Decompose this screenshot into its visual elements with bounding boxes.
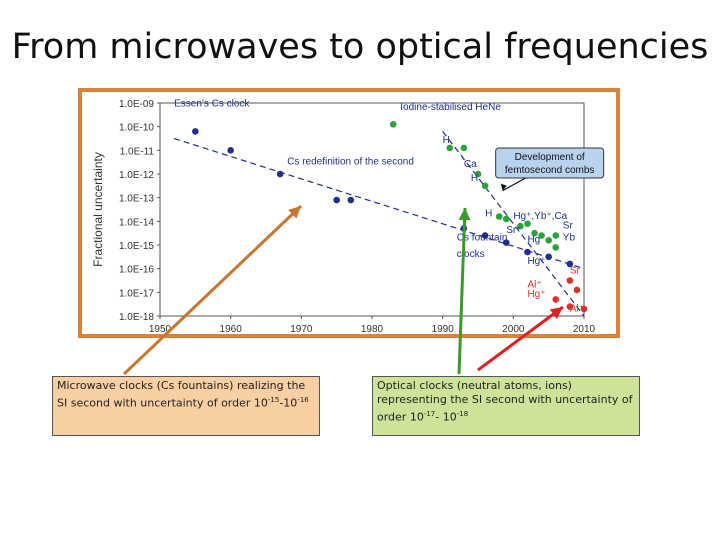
x-tick-label: 1970 bbox=[290, 324, 313, 335]
annotation-label: Hg bbox=[527, 235, 540, 246]
data-point bbox=[227, 147, 234, 154]
data-point bbox=[446, 144, 454, 152]
microwave-exp2: -16 bbox=[297, 396, 309, 404]
optical-exp1: -17 bbox=[423, 410, 436, 418]
data-point bbox=[276, 170, 284, 178]
x-tick-label: 1980 bbox=[361, 324, 384, 335]
y-axis-label: Fractional uncertainty bbox=[91, 152, 105, 267]
data-point bbox=[502, 215, 510, 223]
data-point bbox=[552, 244, 560, 251]
trend-line bbox=[173, 137, 585, 270]
y-tick-label: 1.0E-13 bbox=[119, 194, 154, 205]
optical-arrow-green-head bbox=[458, 208, 471, 221]
microwave-clocks-box: Microwave clocks (Cs fountains) realizin… bbox=[52, 376, 320, 436]
data-point bbox=[481, 182, 489, 190]
annotation-label: Hg⁺,Yb⁺,Ca bbox=[513, 211, 567, 222]
callout-box bbox=[495, 147, 605, 179]
data-point bbox=[531, 229, 538, 237]
callout-arrowhead bbox=[500, 183, 507, 191]
callout-pointer bbox=[502, 177, 526, 192]
y-tick-label: 1.0E-18 bbox=[119, 312, 154, 323]
plot-area bbox=[159, 102, 585, 317]
data-point bbox=[566, 277, 574, 284]
callout-line2: femtosecond combs bbox=[505, 165, 595, 176]
data-point bbox=[566, 260, 574, 268]
x-tick-label: 1950 bbox=[149, 324, 172, 335]
y-tick-label: 1.0E-16 bbox=[119, 265, 154, 276]
y-tick-label: 1.0E-12 bbox=[119, 170, 154, 181]
annotation-label: Al⁺ bbox=[570, 303, 584, 314]
annotation-label: H bbox=[471, 173, 478, 184]
trend-line bbox=[442, 131, 585, 317]
annotation-label: Ca bbox=[464, 159, 477, 170]
microwave-arrow-head bbox=[288, 206, 301, 219]
microwave-arrow bbox=[122, 204, 303, 376]
data-point bbox=[566, 303, 574, 310]
data-point bbox=[538, 232, 545, 239]
data-point bbox=[192, 128, 199, 135]
x-tick-label: 2010 bbox=[573, 324, 596, 335]
data-point bbox=[474, 170, 482, 178]
annotation-label: H bbox=[443, 135, 450, 146]
annotation-label: Yb bbox=[563, 232, 576, 243]
chart-frame bbox=[78, 88, 620, 338]
data-point bbox=[460, 144, 468, 152]
data-point bbox=[517, 222, 524, 230]
data-point bbox=[524, 220, 531, 227]
y-tick-label: 1.0E-10 bbox=[119, 123, 154, 134]
optical-text: Optical clocks (neutral atoms, ions) rep… bbox=[377, 379, 633, 424]
microwave-exp1: -15 bbox=[267, 396, 280, 404]
annotation-label: Sr bbox=[563, 220, 574, 231]
annotation-label: Sr bbox=[570, 265, 581, 276]
optical-exp2: -18 bbox=[456, 410, 469, 418]
annotation-label: Hg⁺ bbox=[527, 289, 545, 300]
data-point bbox=[495, 213, 503, 220]
data-point bbox=[552, 232, 560, 239]
data-point bbox=[545, 236, 552, 244]
data-point bbox=[389, 121, 397, 128]
annotation-label: Sr⁺ bbox=[506, 225, 521, 236]
y-tick-label: 1.0E-15 bbox=[119, 241, 154, 252]
optical-arrow-green bbox=[457, 207, 467, 375]
x-tick-label: 2000 bbox=[502, 324, 525, 335]
data-point bbox=[333, 196, 340, 204]
x-tick-label: 1990 bbox=[432, 324, 455, 335]
y-tick-label: 1.0E-14 bbox=[119, 217, 154, 228]
slide-title: From microwaves to optical frequencies bbox=[11, 27, 709, 67]
optical-arrow-red bbox=[477, 305, 564, 372]
x-tick-label: 1960 bbox=[220, 324, 243, 335]
optical-mid: - 10 bbox=[435, 410, 457, 424]
data-point bbox=[545, 253, 552, 261]
data-point bbox=[524, 248, 531, 256]
annotation-label: clocks bbox=[457, 249, 485, 260]
data-point bbox=[502, 239, 510, 246]
annotation-label: Cs fountain bbox=[457, 232, 508, 243]
annotation-label: Al⁺ bbox=[527, 280, 541, 291]
y-tick-label: 1.0E-11 bbox=[120, 146, 155, 157]
microwave-text: Microwave clocks (Cs fountains) realizin… bbox=[57, 379, 306, 410]
callout-line1: Development of bbox=[515, 152, 585, 163]
optical-clocks-box: Optical clocks (neutral atoms, ions) rep… bbox=[372, 376, 640, 436]
optical-arrow-red-head bbox=[549, 307, 563, 319]
data-point bbox=[580, 305, 588, 313]
y-tick-label: 1.0E-17 bbox=[119, 288, 154, 299]
annotation-label: H bbox=[485, 209, 492, 220]
data-point bbox=[573, 286, 581, 294]
microwave-mid: -10 bbox=[279, 396, 298, 410]
annotation-label: Iodine-stabilised HeNe bbox=[400, 102, 501, 113]
data-point bbox=[481, 232, 489, 239]
data-point bbox=[347, 196, 355, 204]
y-tick-label: 1.0E-09 bbox=[119, 99, 154, 110]
annotation-label: Cs redefinition of the second bbox=[287, 157, 414, 168]
data-point bbox=[552, 296, 560, 303]
annotation-label: Essen's Cs clock bbox=[174, 99, 250, 110]
annotation-label: Hg⁺ bbox=[527, 256, 545, 267]
